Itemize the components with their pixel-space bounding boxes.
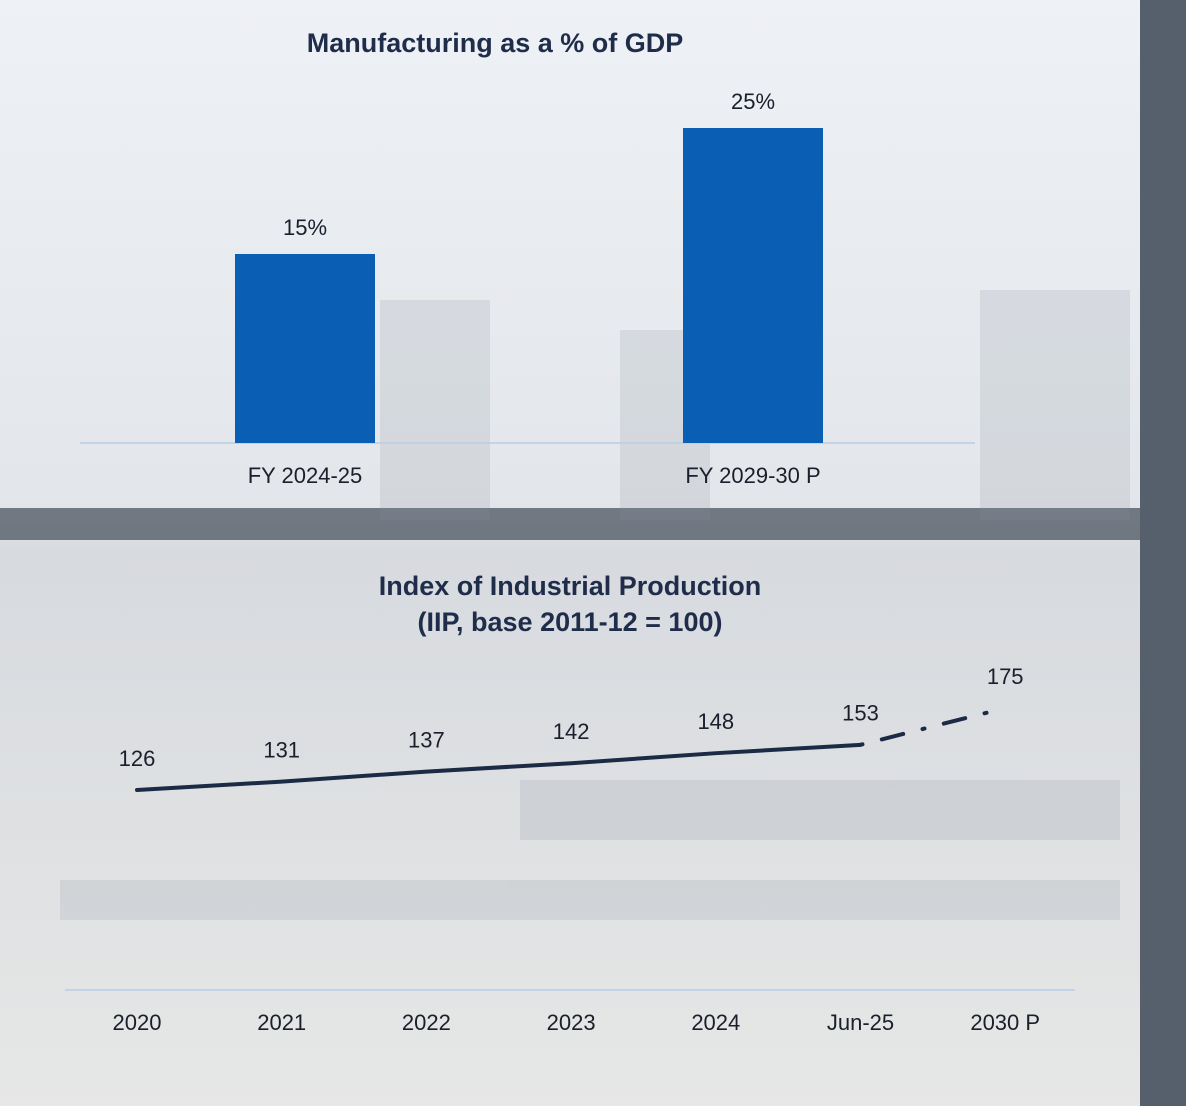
x-tick-label: Jun-25 <box>827 1010 894 1035</box>
x-tick-label: 2021 <box>257 1010 306 1035</box>
data-label: 175 <box>987 664 1024 689</box>
line-projection <box>858 706 1008 747</box>
bar <box>683 128 823 443</box>
line <box>135 742 863 792</box>
data-label: 15% <box>283 215 327 240</box>
x-tick-label: 2022 <box>402 1010 451 1035</box>
chart-title: Manufacturing as a % of GDP <box>307 28 684 58</box>
x-tick-label: FY 2024-25 <box>248 463 363 488</box>
background-band <box>0 508 1140 540</box>
data-label: 148 <box>697 709 734 734</box>
x-tick-label: 2023 <box>547 1010 596 1035</box>
background-strip <box>1140 0 1186 1106</box>
data-label: 137 <box>408 727 445 752</box>
x-tick-label: 2024 <box>691 1010 740 1035</box>
x-tick-label: 2030 P <box>970 1010 1040 1035</box>
data-label: 126 <box>119 746 156 771</box>
chart-subtitle: (IIP, base 2011-12 = 100) <box>418 607 723 637</box>
data-label: 142 <box>553 719 590 744</box>
x-tick-label: FY 2029-30 P <box>685 463 820 488</box>
data-label: 153 <box>842 701 879 726</box>
x-tick-label: 2020 <box>113 1010 162 1035</box>
chart-title: Index of Industrial Production <box>379 571 762 601</box>
bar <box>235 254 375 443</box>
data-label: 25% <box>731 89 775 114</box>
data-label: 131 <box>263 737 300 762</box>
